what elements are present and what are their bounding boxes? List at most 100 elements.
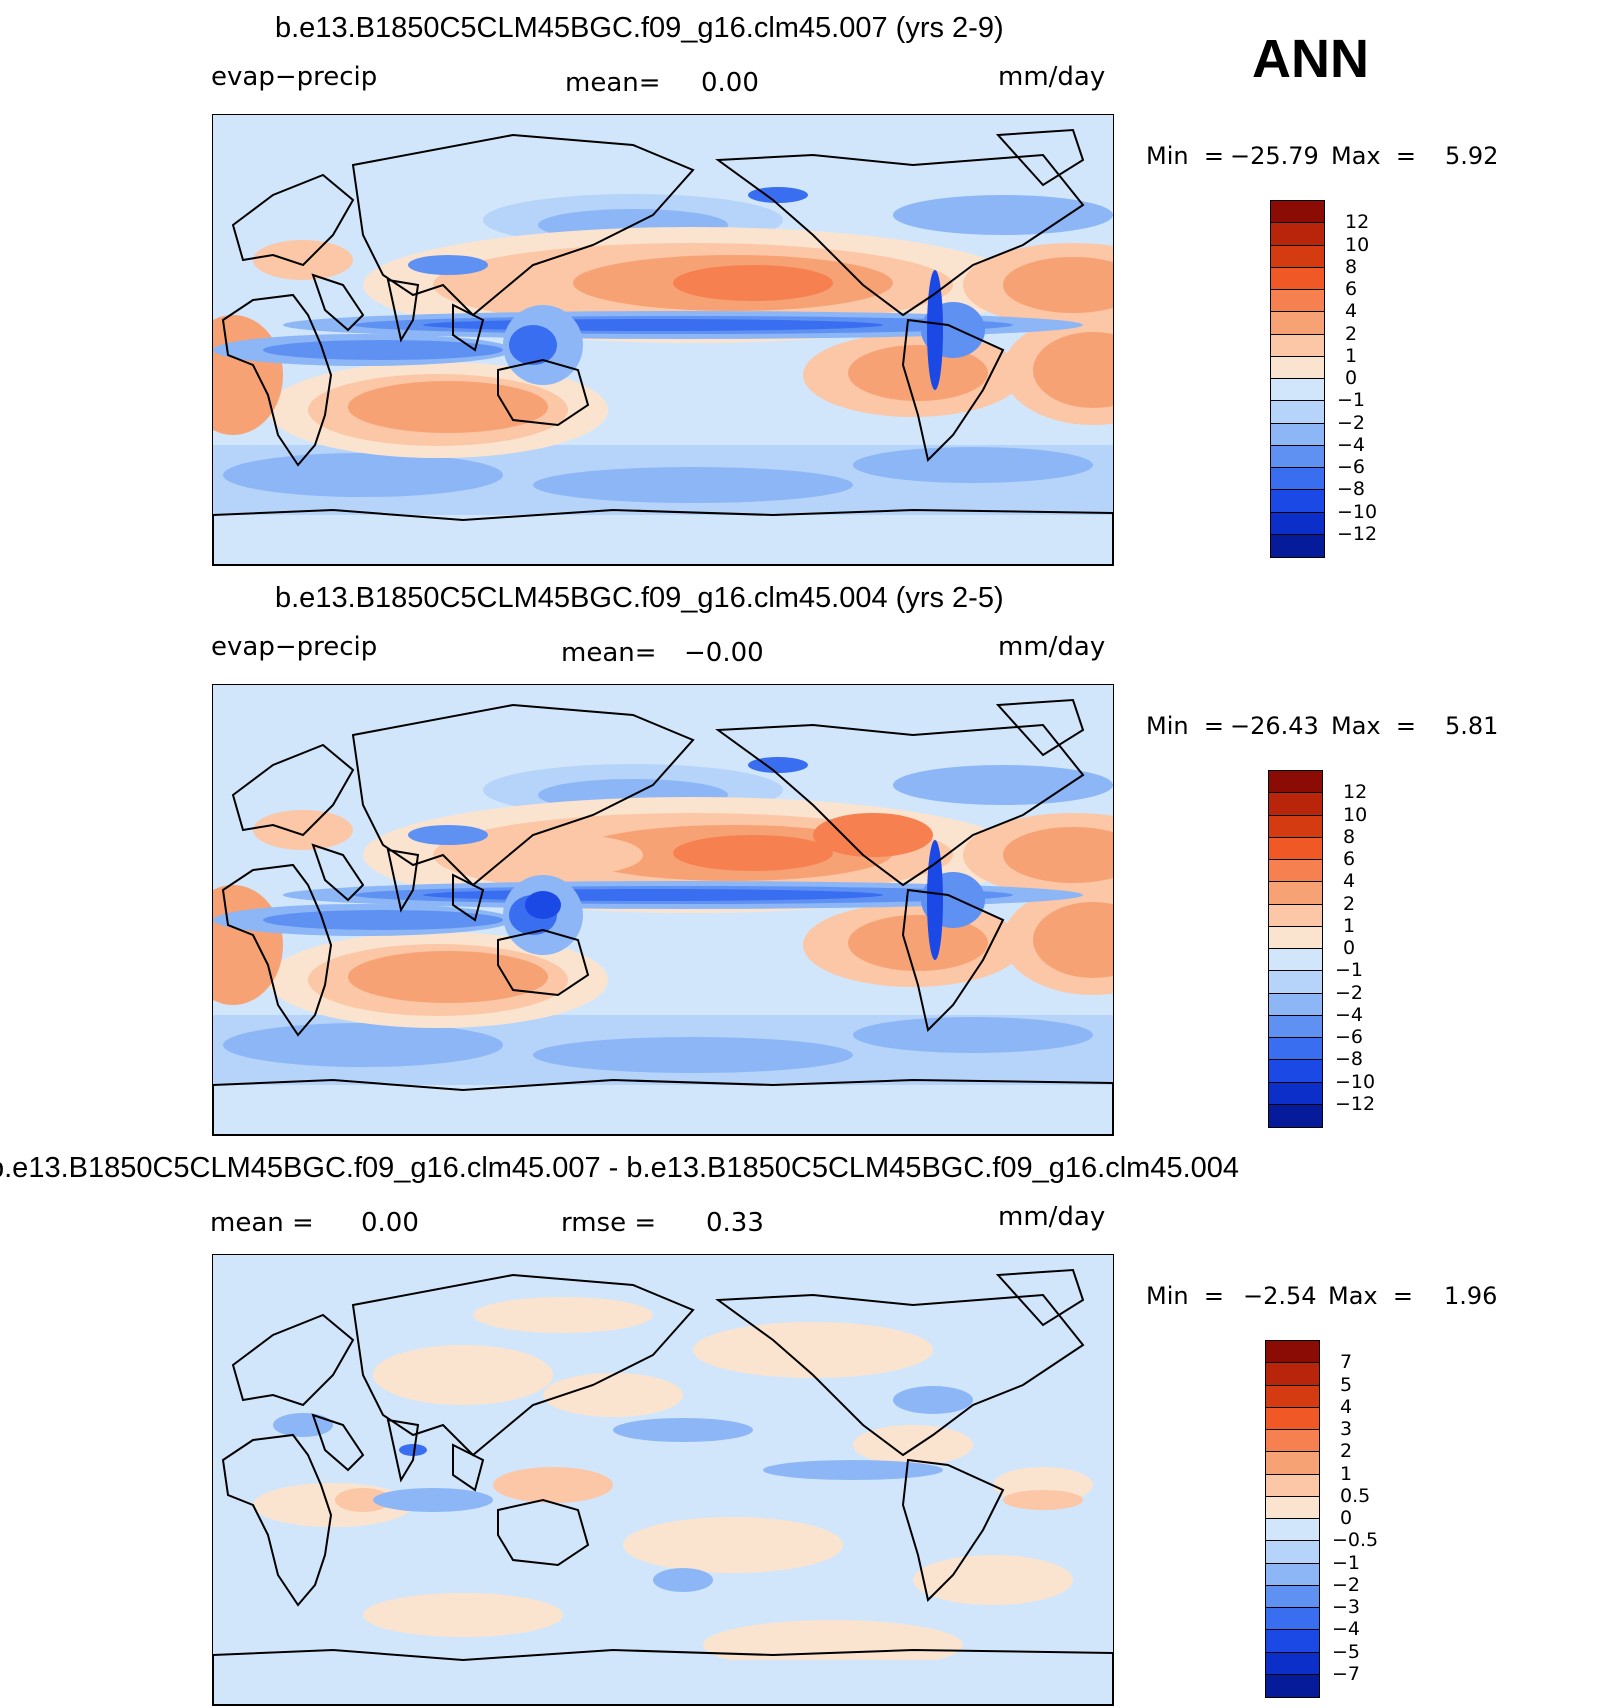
colorbar-segment [1271, 223, 1324, 246]
colorbar-tick-label: 12 [1345, 211, 1370, 234]
colorbar-segment [1269, 904, 1322, 927]
colorbar-segment [1271, 312, 1324, 335]
panel2-units-label: mm/day [998, 632, 1106, 662]
colorbar-segment [1269, 1038, 1322, 1061]
colorbar-tick-label: 12 [1343, 781, 1368, 804]
colorbar-tick-label: −1 [1335, 959, 1364, 982]
colorbar-segment [1266, 1585, 1319, 1608]
colorbar-segment [1271, 468, 1324, 491]
colorbar-segment [1266, 1630, 1319, 1653]
colorbar-tick-label: −5 [1332, 1640, 1361, 1663]
colorbar-tick-label: 4 [1345, 300, 1358, 323]
panel3-rmse-value: 0.33 [706, 1208, 764, 1238]
panel2-variable-label: evap−precip [211, 632, 378, 662]
colorbar-segment [1269, 971, 1322, 994]
panel2-min-label: Min = [1146, 712, 1232, 740]
panel1-mean-value: 0.00 [701, 68, 759, 98]
colorbar-tick-label: 10 [1345, 233, 1370, 256]
colorbar-tick-label: 1 [1340, 1462, 1353, 1485]
colorbar-tick-label: −8 [1337, 478, 1366, 501]
colorbar-segment [1269, 771, 1322, 794]
colorbar-segment [1271, 423, 1324, 446]
panel2-min-value: −26.43 [1230, 712, 1319, 740]
colorbar-segment [1266, 1563, 1319, 1586]
colorbar-tick-label: 6 [1345, 278, 1358, 300]
colorbar-tick-label: −10 [1335, 1070, 1376, 1093]
panel2-colorbar [1268, 770, 1323, 1128]
colorbar-segment [1271, 334, 1324, 357]
colorbar-segment [1269, 926, 1322, 949]
colorbar-tick-label: 0 [1343, 937, 1356, 959]
colorbar-segment [1269, 1104, 1322, 1127]
colorbar-tick-label: 8 [1343, 825, 1356, 848]
colorbar-segment [1269, 815, 1322, 838]
colorbar-segment [1271, 245, 1324, 268]
colorbar-tick-label: −0.5 [1332, 1529, 1379, 1552]
colorbar-tick-label: −12 [1335, 1092, 1376, 1115]
colorbar-tick-label: 4 [1343, 870, 1356, 893]
colorbar-segment [1271, 379, 1324, 402]
colorbar-segment [1266, 1385, 1319, 1408]
colorbar-segment [1269, 837, 1322, 860]
colorbar-tick-label: 0 [1345, 367, 1358, 389]
colorbar-segment [1266, 1407, 1319, 1430]
panel1-max-value: 5.92 [1445, 142, 1499, 170]
panel2-mean-value: −0.00 [684, 638, 764, 668]
panel2-title: b.e13.B1850C5CLM45BGC.f09_g16.clm45.004 … [275, 582, 1004, 614]
panel1-units-label: mm/day [998, 62, 1106, 92]
panel3-mean-value: 0.00 [361, 1208, 419, 1238]
panel1-mean-label: mean= [565, 68, 661, 98]
panel3-title: b.e13.B1850C5CLM45BGC.f09_g16.clm45.007 … [0, 1152, 1240, 1184]
colorbar-tick-label: 2 [1343, 892, 1356, 915]
colorbar-tick-label: 8 [1345, 255, 1358, 278]
panel2-max-label: Max = [1331, 712, 1416, 740]
colorbar-tick-label: 2 [1340, 1440, 1353, 1463]
panel3-units-label: mm/day [998, 1202, 1106, 1232]
colorbar-segment [1269, 1015, 1322, 1038]
panel2-map-field [213, 685, 1113, 1135]
colorbar-segment [1266, 1496, 1319, 1519]
colorbar-segment [1271, 512, 1324, 535]
panel1-map-field [213, 115, 1113, 565]
panel3-min-label: Min = [1146, 1282, 1232, 1310]
colorbar-tick-label: −4 [1335, 1003, 1364, 1026]
panel1-colorbar [1270, 200, 1325, 558]
colorbar-tick-label: 2 [1345, 322, 1358, 345]
colorbar-segment [1266, 1452, 1319, 1475]
panel1-title: b.e13.B1850C5CLM45BGC.f09_g16.clm45.007 … [275, 12, 1004, 44]
panel3-map-field [213, 1255, 1113, 1705]
colorbar-segment [1269, 1060, 1322, 1083]
colorbar-tick-label: −10 [1337, 500, 1378, 523]
colorbar-segment [1271, 534, 1324, 557]
panel3-map [212, 1254, 1114, 1706]
colorbar-segment [1271, 356, 1324, 379]
panel3-min-value: −2.54 [1243, 1282, 1317, 1310]
colorbar-tick-label: −6 [1337, 456, 1366, 478]
panel3-mean-label: mean = [210, 1208, 314, 1238]
panel2-mean-label: mean= [561, 638, 657, 668]
panel2-max-value: 5.81 [1445, 712, 1499, 740]
colorbar-segment [1271, 401, 1324, 424]
colorbar-tick-label: 10 [1343, 803, 1368, 826]
panel3-colorbar [1265, 1340, 1320, 1698]
panel1-min-label: Min = [1146, 142, 1232, 170]
panel3-rmse-label: rmse = [561, 1208, 657, 1238]
colorbar-tick-label: 0.5 [1340, 1484, 1371, 1507]
colorbar-tick-label: −6 [1335, 1026, 1364, 1048]
colorbar-tick-label: 1 [1343, 914, 1356, 937]
colorbar-segment [1266, 1430, 1319, 1453]
colorbar-segment [1269, 882, 1322, 905]
colorbar-segment [1269, 860, 1322, 883]
colorbar-segment [1269, 1082, 1322, 1105]
colorbar-tick-label: −4 [1332, 1618, 1361, 1641]
colorbar-tick-label: 1 [1345, 344, 1358, 367]
colorbar-tick-label: −2 [1332, 1573, 1361, 1596]
colorbar-tick-label: 7 [1340, 1351, 1353, 1374]
panel1-map [212, 114, 1114, 566]
colorbar-segment [1271, 290, 1324, 313]
colorbar-segment [1271, 201, 1324, 224]
colorbar-segment [1269, 793, 1322, 816]
season-label: ANN [1252, 29, 1369, 89]
colorbar-tick-label: −8 [1335, 1048, 1364, 1071]
colorbar-segment [1266, 1541, 1319, 1564]
